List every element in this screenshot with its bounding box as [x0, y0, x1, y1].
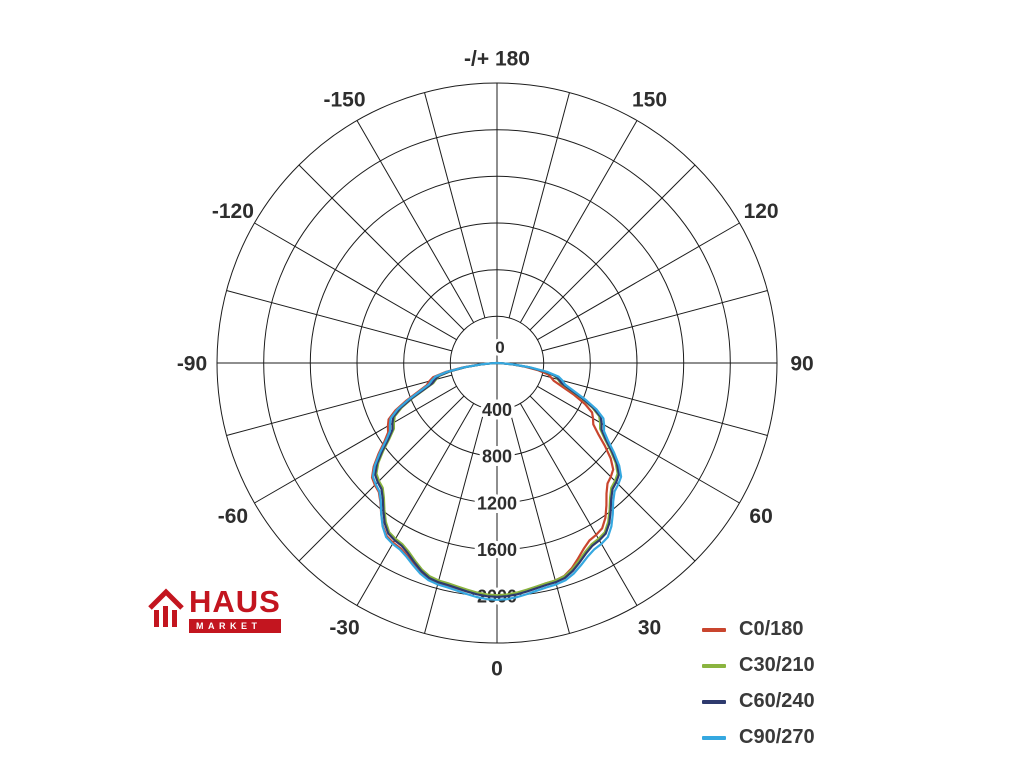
grid-spoke [519, 120, 638, 323]
radial-label-400: 400 [482, 400, 512, 420]
angle-label-30: 30 [638, 616, 661, 639]
grid-spoke [424, 92, 486, 319]
legend-label-c90-270: C90/270 [739, 726, 815, 748]
angle-label-120: 120 [744, 200, 779, 223]
legend-label-c30-210: C30/210 [739, 654, 815, 676]
grid-spoke [298, 164, 465, 331]
angle-label--120: -120 [212, 200, 254, 223]
grid-spoke [226, 290, 453, 352]
grid-spoke [508, 407, 570, 634]
haus-market-logo: HAUS MARKET [148, 586, 281, 633]
legend-item-c90-270: C90/270 [702, 724, 815, 751]
legend-swatch-c30-210 [702, 663, 726, 668]
grid-spoke [254, 222, 457, 341]
logo-text: HAUS MARKET [189, 586, 281, 633]
legend-swatch-c60-240 [702, 699, 726, 704]
grid-spoke [298, 395, 465, 562]
radial-label-1200: 1200 [477, 493, 517, 513]
legend-item-c30-210: C30/210 [702, 652, 815, 679]
grid-spoke [529, 395, 696, 562]
legend-item-c60-240: C60/240 [702, 688, 815, 715]
angle-label--90: -90 [177, 352, 207, 375]
grid-spoke [356, 403, 475, 606]
legend-label-c60-240: C60/240 [739, 690, 815, 712]
radial-label-1600: 1600 [477, 540, 517, 560]
chart-legend: C0/180 C30/210 C60/240 C90/270 [702, 616, 815, 760]
series-curve-C60-240 [374, 361, 620, 598]
house-icon [148, 588, 184, 627]
legend-label-c0-180: C0/180 [739, 618, 804, 640]
grid-spoke [541, 290, 768, 352]
legend-swatch-c0-180 [702, 627, 726, 632]
grid-spoke [529, 164, 696, 331]
grid-spoke [519, 403, 638, 606]
radial-label-800: 800 [482, 447, 512, 467]
series-curve-C90-270 [371, 361, 623, 601]
logo-sub: MARKET [189, 619, 281, 633]
grid-spoke [254, 385, 457, 504]
grid-spoke [537, 385, 740, 504]
angle-label--150: -150 [323, 88, 365, 111]
legend-item-c0-180: C0/180 [702, 616, 815, 643]
angle-label-90: 90 [790, 352, 813, 375]
grid-spoke [226, 374, 453, 436]
series-curve-C0-180 [370, 361, 615, 598]
logo-name: HAUS [189, 584, 281, 619]
grid-spoke [541, 374, 768, 436]
angle-label-60: 60 [749, 505, 772, 528]
grid-spoke [424, 407, 486, 634]
angle-label-150: 150 [632, 88, 667, 111]
angle-label--30: -30 [329, 616, 359, 639]
radial-label-center: 0 [495, 338, 504, 357]
grid-spoke [356, 120, 475, 323]
series-curve-C30-210 [375, 361, 619, 597]
grid-spoke [537, 222, 740, 341]
angle-label--60: -60 [218, 505, 248, 528]
legend-swatch-c90-270 [702, 735, 726, 740]
angle-label-180: -/+ 180 [464, 47, 530, 70]
grid-spoke [508, 92, 570, 319]
angle-label-0: 0 [491, 657, 503, 680]
